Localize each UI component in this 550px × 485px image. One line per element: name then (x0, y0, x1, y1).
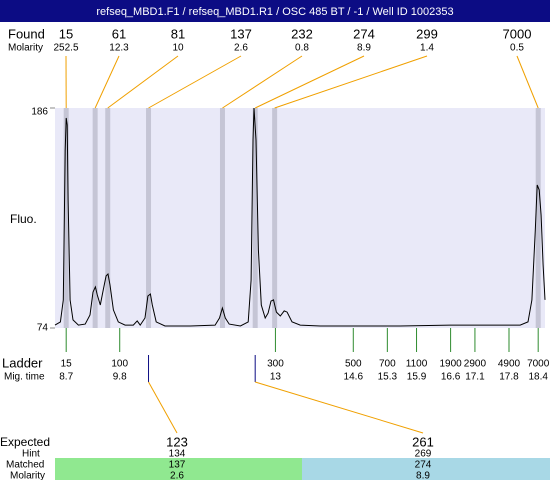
expected-molarity-label: Molarity (10, 471, 45, 480)
found-molarity: 0.8 (295, 43, 309, 54)
ladder-time: 13 (270, 372, 282, 383)
ladder-size: 7000 (527, 359, 550, 370)
peak-connector (222, 56, 302, 108)
found-size: 61 (112, 26, 126, 41)
ladder-size: 15 (61, 359, 73, 370)
expected-connector (255, 382, 423, 433)
found-size: 299 (416, 26, 438, 41)
found-molarity: 1.4 (420, 43, 434, 54)
peak-band (105, 108, 110, 328)
expected-label: Expected (0, 435, 50, 449)
found-label: Found (8, 26, 45, 41)
peak-connector (95, 56, 119, 108)
mig-time-label: Mig. time (4, 372, 45, 383)
expected-size: 261 (412, 434, 434, 449)
found-molarity: 10 (172, 43, 184, 54)
ladder-time: 17.1 (465, 372, 485, 383)
ladder-time: 9.8 (113, 372, 127, 383)
title: refseq_MBD1.F1 / refseq_MBD1.R1 / OSC 48… (96, 6, 453, 18)
ladder-label: Ladder (2, 355, 43, 370)
peak-connector (517, 56, 538, 108)
y-tick-label: 186 (31, 107, 48, 118)
matched-molarity: 2.6 (170, 471, 184, 480)
peak-band (272, 108, 277, 328)
peak-connector (255, 56, 364, 108)
found-size: 274 (353, 26, 375, 41)
found-molarity: 12.3 (109, 43, 129, 54)
peak-band (536, 108, 541, 328)
hint-size: 134 (169, 449, 186, 460)
peak-connector (275, 56, 427, 108)
matched-size: 137 (169, 460, 186, 471)
found-size: 15 (59, 26, 73, 41)
molarity-label: Molarity (8, 43, 43, 54)
peak-connector (149, 56, 241, 108)
ladder-time: 14.6 (344, 372, 364, 383)
matched-molarity: 8.9 (416, 471, 430, 480)
found-size: 232 (291, 26, 313, 41)
ladder-time: 15.3 (378, 372, 398, 383)
ladder-size: 1100 (406, 359, 428, 370)
found-size: 7000 (503, 26, 532, 41)
found-molarity: 2.6 (234, 43, 248, 54)
ladder-size: 100 (111, 359, 128, 370)
ladder-size: 700 (379, 359, 396, 370)
hint-label: Hint (22, 449, 40, 460)
ladder-time: 17.8 (499, 372, 519, 383)
ladder-size: 2900 (464, 359, 487, 370)
peak-band (220, 108, 225, 328)
y-tick-label: 74 (37, 323, 49, 334)
expected-size: 123 (166, 434, 188, 449)
found-molarity: 8.9 (357, 43, 371, 54)
ladder-time: 15.9 (407, 372, 427, 383)
found-molarity: 252.5 (53, 43, 78, 54)
expected-connector (149, 382, 177, 433)
ladder-time: 8.7 (59, 372, 73, 383)
found-size: 81 (171, 26, 185, 41)
matched-label: Matched (6, 460, 44, 471)
found-size: 137 (230, 26, 252, 41)
ladder-size: 1900 (439, 359, 462, 370)
ladder-time: 16.6 (441, 372, 461, 383)
matched-size: 274 (415, 460, 432, 471)
ladder-size: 300 (267, 359, 284, 370)
ladder-size: 500 (345, 359, 362, 370)
hint-size: 269 (415, 449, 432, 460)
ladder-size: 4900 (498, 359, 521, 370)
found-molarity: 0.5 (510, 43, 524, 54)
ladder-time: 18.4 (528, 372, 548, 383)
y-axis-label: Fluo. (10, 212, 37, 226)
plot-area (55, 108, 545, 328)
peak-connector (108, 56, 178, 108)
